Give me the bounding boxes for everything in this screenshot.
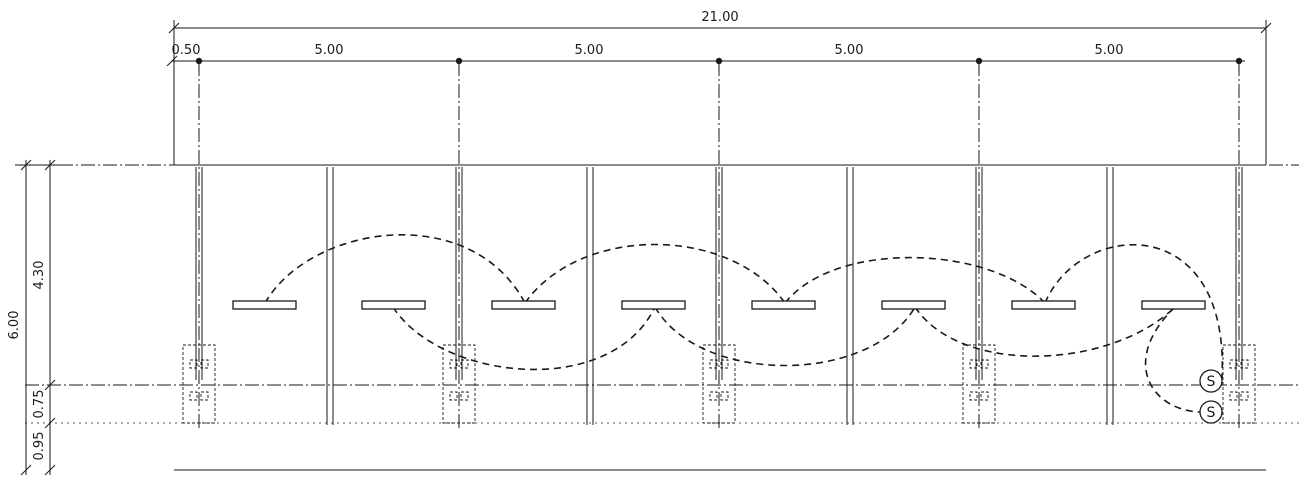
axis-dot (455, 57, 463, 65)
wire-lower (1144, 306, 1201, 413)
vertical-dimensions: 6.00 4.30 0.75 0.95 (7, 159, 60, 476)
secondary-columns (326, 167, 1114, 425)
luminaire (1011, 300, 1076, 310)
wire-lower (654, 306, 916, 367)
row-axes (15, 164, 1299, 424)
axis-dot (975, 57, 983, 65)
luminaire (621, 300, 686, 310)
switch-symbol: S (1199, 369, 1223, 393)
building-outline (174, 164, 1266, 471)
luminaire (1141, 300, 1206, 310)
span-label-3: 5.00 (835, 43, 864, 58)
switch-label: S (1207, 374, 1216, 390)
axis-dot (715, 57, 723, 65)
span-dimension-line: 0.50 5.00 5.00 5.00 5.00 (166, 43, 1245, 67)
luminaire (232, 300, 297, 310)
luminaire (751, 300, 816, 310)
wire-upper (264, 234, 526, 304)
wiring-circuits (264, 234, 1223, 413)
middle-height-label: 0.75 (32, 390, 47, 419)
span-label-2: 5.00 (575, 43, 604, 58)
junction-box (702, 344, 736, 424)
wire-upper (784, 256, 1046, 304)
wire-upper (524, 243, 786, 304)
junction-box (182, 344, 216, 424)
overall-height-label: 6.00 (7, 311, 22, 340)
switch-label: S (1207, 405, 1216, 421)
offset-label: 0.50 (172, 43, 201, 58)
upper-height-label: 4.30 (32, 261, 47, 290)
span-label-1: 5.00 (315, 43, 344, 58)
switches: S S (1199, 369, 1223, 424)
luminaire (491, 300, 556, 310)
wire-lower (392, 306, 656, 371)
overall-width-dimension: 21.00 (168, 10, 1272, 165)
axis-dot (1235, 57, 1243, 65)
junction-boxes (182, 344, 1256, 424)
luminaires (232, 300, 1206, 310)
junction-box (442, 344, 476, 424)
wire-lower (914, 306, 1176, 357)
overall-width-label: 21.00 (701, 10, 738, 25)
junction-box (962, 344, 996, 424)
luminaire (881, 300, 946, 310)
axis-dot (195, 57, 203, 65)
junction-box (1222, 344, 1256, 424)
column-axes (198, 62, 1240, 430)
lower-height-label: 0.95 (32, 432, 47, 461)
wire-upper (1044, 243, 1223, 379)
luminaire (361, 300, 426, 310)
span-label-4: 5.00 (1095, 43, 1124, 58)
switch-symbol: S (1199, 400, 1223, 424)
main-columns (195, 167, 1243, 380)
